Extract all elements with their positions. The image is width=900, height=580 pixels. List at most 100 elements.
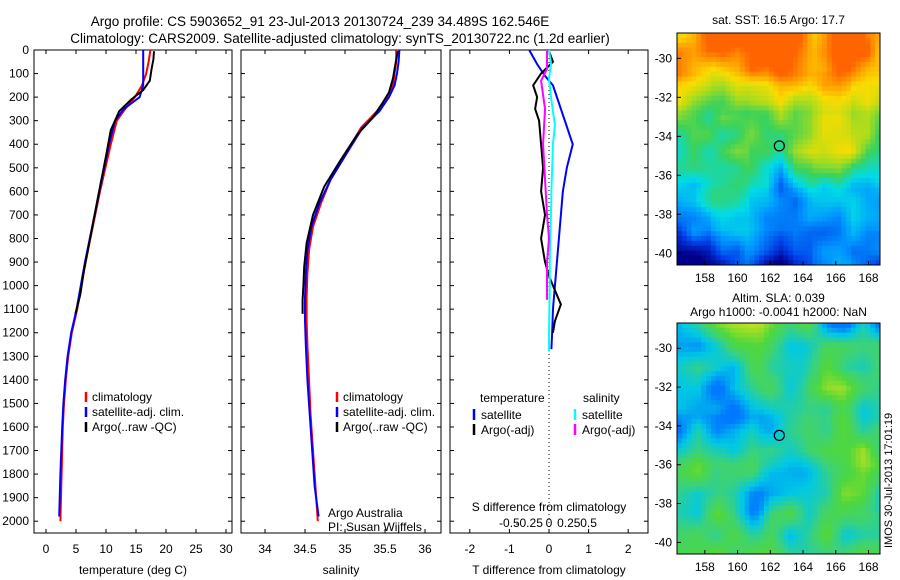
heatmap-cell [793,433,799,439]
heatmap-cell [749,510,755,516]
heatmap-cell [720,202,726,208]
heatmap-cell [855,149,862,155]
heatmap-cell [706,539,712,545]
heatmap-cell [749,486,755,492]
heatmap-cell [735,356,741,362]
sst-map: 158 160 162 164 166 168-30-32-34-36-38-40sat.… [655,13,881,285]
heatmap-cell [793,37,799,44]
heatmap-cell [826,245,833,251]
heatmap-cell [768,66,775,73]
heatmap-cell [826,42,833,48]
heatmap-cell [802,409,808,415]
heatmap-cell [788,192,794,198]
heatmap-cell [730,428,736,435]
heatmap-cell [706,525,712,531]
heatmap-cell [855,62,862,68]
heatmap-cell [691,486,697,492]
heatmap-cell [826,380,833,386]
heatmap-cell [831,226,837,232]
heatmap-cell [807,424,813,430]
heatmap-cell [831,525,837,531]
heatmap-cell [696,510,702,516]
heatmap-cell [706,192,712,198]
heatmap-cell [739,173,746,179]
heatmap-cell [768,168,775,174]
heatmap-cell [730,366,736,372]
heatmap-cell [744,438,750,444]
heatmap-cell [706,351,712,358]
heatmap-cell [730,149,736,155]
heatmap-cell [696,424,702,430]
heatmap-cell [865,120,871,126]
heatmap-cell [754,255,760,261]
heatmap-cell [710,438,717,444]
heatmap-cell [793,486,799,492]
heatmap-cell [860,47,866,53]
heatmap-cell [710,47,717,53]
heatmap-cell [817,529,823,536]
heatmap-cell [706,240,712,247]
heatmap-cell [802,496,808,502]
heatmap-cell [677,216,683,222]
heatmap-cell [725,202,731,208]
heatmap-cell [754,100,760,106]
heatmap-cell [865,52,871,58]
heatmap-cell [715,95,721,102]
heatmap-cell [846,197,852,203]
heatmap-cell [754,323,760,329]
heatmap-cell [686,81,692,87]
heatmap-cell [739,100,746,106]
heatmap-cell [677,221,683,227]
heatmap-cell [681,163,688,169]
heatmap-cell [826,76,833,82]
heatmap-cell [710,245,717,251]
heatmap-cell [846,231,852,237]
heatmap-cell [778,57,784,63]
heatmap-cell [720,361,726,367]
heatmap-cell [822,236,828,242]
heatmap-cell [768,42,775,48]
heatmap-cell [710,202,717,208]
heatmap-cell [826,120,833,126]
heatmap-cell [793,467,799,473]
heatmap-cell [846,486,852,492]
heatmap-cell [730,424,736,430]
heatmap-cell [865,491,871,497]
heatmap-cell [710,332,717,338]
heatmap-cell [870,443,876,449]
heatmap-cell [773,472,779,478]
heatmap-cell [812,462,818,468]
argo-position-marker [773,140,785,152]
heatmap-cell [715,534,721,540]
heatmap-cell [744,255,750,261]
heatmap-cell [696,491,702,497]
heatmap-cell [749,337,755,343]
heatmap-cell [783,149,789,155]
heatmap-cell [870,231,876,237]
heatmap-cell [735,226,741,232]
heatmap-cell [841,525,847,531]
heatmap-cell [768,534,775,540]
heatmap-cell [865,501,871,507]
heatmap-cell [793,202,799,208]
heatmap-cell [797,250,804,256]
heatmap-cell [865,105,871,111]
depth-tick-label: 1900 [2,491,29,505]
heatmap-cell [749,366,755,372]
heatmap-cell [691,549,697,555]
heatmap-cell [783,236,789,242]
heatmap-cell [720,57,726,63]
heatmap-cell [836,395,842,401]
heatmap-cell [802,534,808,540]
heatmap-cell [754,173,760,179]
heatmap-cell [797,47,804,53]
heatmap-cell [701,158,707,164]
heatmap-cell [831,62,837,68]
heatmap-cell [686,347,692,353]
heatmap-cell [759,361,765,367]
heatmap-cell [836,337,842,343]
heatmap-cell [783,139,789,145]
heatmap-cell [764,361,770,367]
heatmap-cell [701,240,707,247]
heatmap-cell [715,491,721,497]
